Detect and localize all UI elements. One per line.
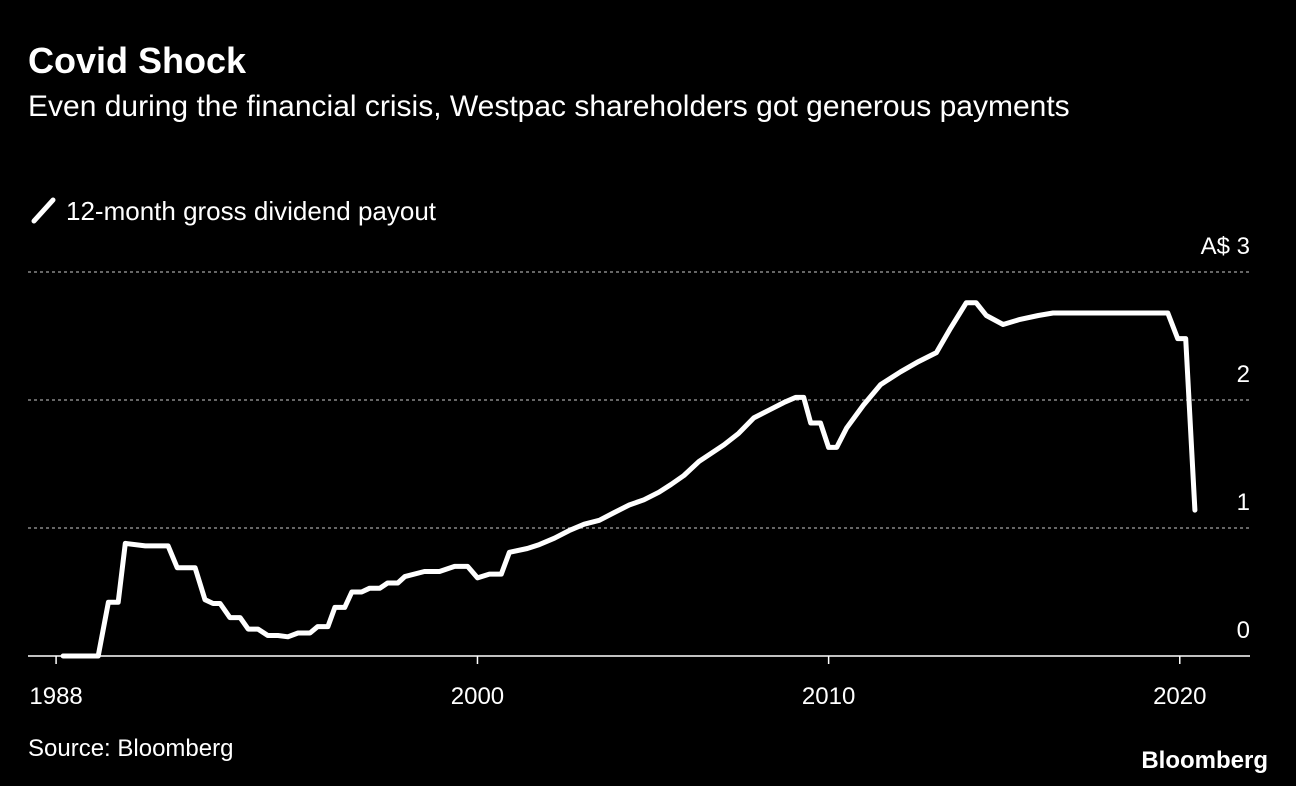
y-tick-label: 1	[1237, 489, 1250, 516]
line	[60, 300, 1198, 659]
brand: Bloomberg	[1141, 747, 1268, 774]
chart-title: Covid Shock	[28, 40, 247, 81]
x-tick-label: 2020	[1153, 683, 1206, 710]
y-tick-label: 2	[1237, 361, 1250, 388]
x-tick-label: 2000	[451, 683, 504, 710]
source: Source: Bloomberg	[28, 735, 233, 762]
legend-icon	[31, 197, 56, 224]
y-tick-label: A$ 3	[1201, 233, 1250, 260]
chart-subtitle: Even during the financial crisis, Westpa…	[28, 90, 1070, 123]
legend-label: 12-month gross dividend payout	[66, 196, 437, 226]
x-tick-label: 1988	[29, 683, 82, 710]
y-tick-label: 0	[1237, 617, 1250, 644]
x-tick-label: 2010	[802, 683, 855, 710]
